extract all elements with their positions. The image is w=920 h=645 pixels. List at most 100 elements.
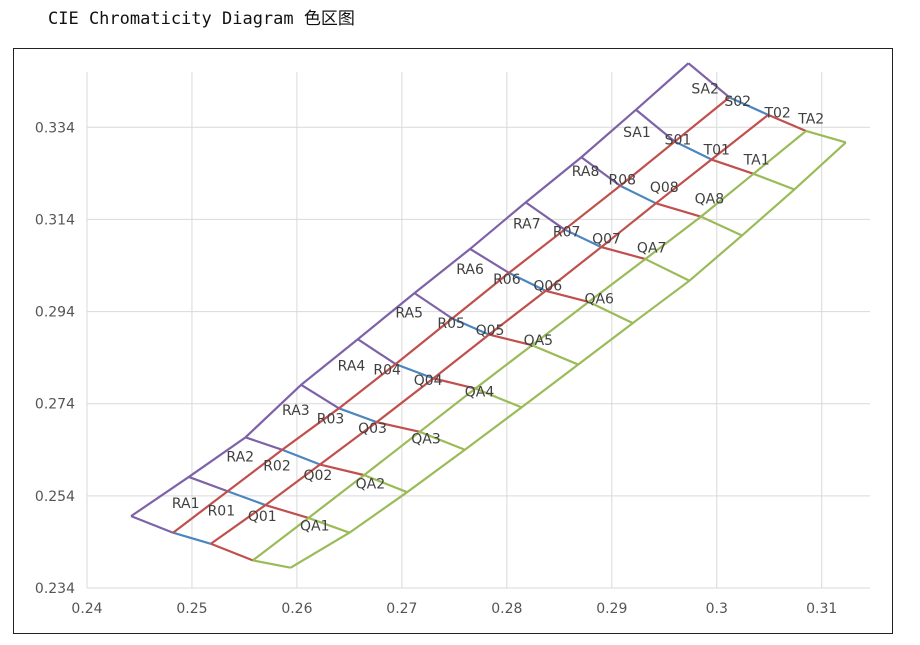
series-line-r	[172, 96, 731, 534]
bin-label-qa2: QA2	[356, 476, 386, 492]
bin-label-q02: Q02	[303, 468, 332, 484]
bin-cross-segment	[469, 247, 510, 274]
bin-cross-segment	[227, 490, 266, 507]
y-tick-label: 0.274	[35, 397, 75, 413]
bin-cross-segment	[564, 228, 602, 249]
bin-grid	[130, 62, 847, 569]
bin-label-r07: R07	[553, 224, 581, 240]
y-tick-label: 0.234	[35, 581, 75, 597]
bin-cross-segment	[395, 363, 434, 380]
y-tick-label: 0.314	[35, 212, 75, 228]
bin-label-qa1: QA1	[300, 518, 330, 534]
bin-label-ra1: RA1	[172, 496, 200, 512]
bin-cross-segment	[130, 515, 174, 534]
bin-label-q01: Q01	[248, 509, 277, 525]
x-tick-label: 0.31	[806, 601, 837, 617]
y-tick-label: 0.254	[35, 489, 75, 505]
bin-cross-segment	[753, 172, 795, 191]
bin-label-r08: R08	[609, 172, 637, 188]
bin-cross-segment	[644, 258, 690, 282]
bin-label-q04: Q04	[414, 373, 443, 389]
bin-cross-segment	[419, 430, 466, 451]
bin-cross-segment	[451, 317, 490, 336]
bin-label-ta1: TA1	[743, 153, 770, 169]
bin-cross-segment	[805, 129, 847, 144]
bin-cross-segment	[252, 559, 291, 569]
bin-cross-segment	[357, 338, 397, 366]
series-line-q	[210, 113, 769, 545]
bin-label-r05: R05	[437, 316, 465, 332]
bin-cross-segment	[635, 108, 676, 143]
bin-label-r06: R06	[493, 272, 521, 288]
bin-cross-segment	[308, 516, 350, 534]
bin-cross-segment	[413, 292, 453, 320]
bin-label-r04: R04	[373, 363, 401, 379]
bin-cross-segment	[338, 407, 378, 424]
x-tick-label: 0.26	[281, 601, 312, 617]
bin-label-q07: Q07	[592, 231, 621, 247]
grid-lines	[86, 72, 870, 589]
bin-label-ra6: RA6	[456, 262, 484, 278]
bin-cross-segment	[508, 271, 547, 292]
bin-label-ra8: RA8	[572, 164, 600, 180]
bin-label-s01: S01	[665, 133, 692, 149]
x-tick-label: 0.28	[491, 601, 522, 617]
bin-label-qa3: QA3	[411, 431, 441, 447]
bin-label-qa7: QA7	[637, 241, 667, 257]
page-title: CIE Chromaticity Diagram 色区图	[48, 9, 355, 29]
bin-label-sa2: SA2	[691, 82, 719, 98]
bin-label-ta2: TA2	[797, 112, 824, 128]
y-tick-labels: 0.234 0.254 0.274 0.294 0.314 0.334	[35, 120, 75, 597]
bin-cross-segment	[188, 475, 229, 493]
bin-label-q06: Q06	[533, 278, 562, 294]
bin-cross-segment	[700, 215, 743, 237]
bin-cross-segment	[601, 246, 646, 261]
bin-label-r03: R03	[317, 411, 345, 427]
bin-label-r01: R01	[208, 504, 236, 520]
bin-label-q05: Q05	[476, 323, 505, 339]
series-line-qa	[252, 130, 807, 562]
bin-cross-segment	[488, 333, 533, 347]
bin-cross-segment	[711, 158, 754, 175]
series-line-ra	[130, 62, 690, 518]
bin-cross-segment	[580, 156, 621, 187]
x-tick-label: 0.3	[706, 601, 728, 617]
bin-cross-segment	[433, 377, 476, 390]
x-tick-label: 0.25	[176, 601, 207, 617]
bin-label-t02: T02	[763, 106, 790, 122]
bin-label-ra4: RA4	[338, 358, 366, 374]
bin-cross-segment	[319, 463, 365, 477]
bin-cross-segment	[210, 542, 254, 562]
bin-cross-segment	[588, 300, 634, 325]
bin-cross-segment	[619, 184, 657, 205]
x-tick-label: 0.24	[71, 601, 102, 617]
bin-cross-segment	[265, 504, 309, 520]
y-tick-label: 0.294	[35, 305, 75, 321]
bin-cross-segment	[545, 289, 589, 303]
bin-cross-segment	[728, 96, 769, 116]
bin-label-sa1: SA1	[623, 125, 651, 141]
bin-cross-segment	[525, 201, 566, 231]
series-line-ta	[290, 141, 847, 569]
bin-cross-segment	[687, 62, 731, 99]
bin-label-ra5: RA5	[395, 305, 423, 321]
bin-label-qa4: QA4	[465, 384, 495, 400]
bin-cross-segment	[376, 421, 420, 433]
bin-label-t01: T01	[703, 142, 730, 158]
bin-cross-segment	[245, 436, 283, 451]
bin-cross-segment	[300, 383, 340, 410]
bin-label-q08: Q08	[650, 180, 679, 196]
bin-cross-segment	[172, 531, 212, 545]
bin-cross-segment	[474, 387, 522, 409]
x-tick-label: 0.27	[386, 601, 417, 617]
bin-label-ra2: RA2	[226, 450, 254, 466]
bin-label-ra3: RA3	[282, 403, 310, 419]
x-tick-labels: 0.24 0.25 0.26 0.27 0.28 0.29 0.3 0.31	[71, 601, 837, 617]
bin-label-q03: Q03	[358, 421, 387, 437]
bin-labels: RA1 R01 Q01 QA1 RA2 R02 Q02 QA2 RA3 R03 Q03 QA3 RA4 R…	[172, 82, 824, 535]
bin-cross-segment	[363, 474, 408, 494]
bin-label-qa6: QA6	[584, 292, 614, 308]
bin-cross-segment	[281, 448, 321, 466]
bin-cross-segment	[655, 202, 702, 218]
bin-cross-segment	[674, 140, 712, 161]
